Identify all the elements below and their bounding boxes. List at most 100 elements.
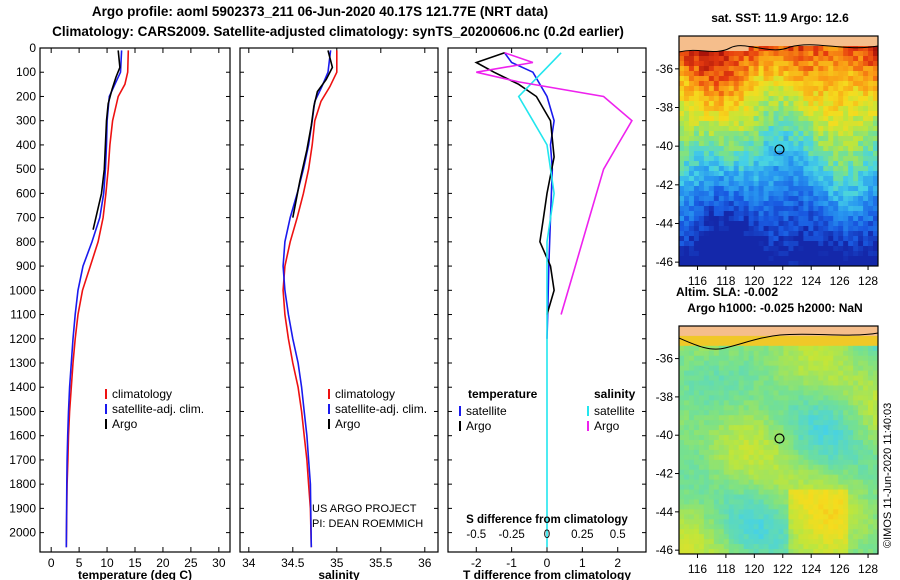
sst_map-cell (863, 76, 869, 82)
sst_map-cell (768, 226, 775, 232)
sla_map-cell (793, 494, 799, 501)
sla_map-cell (793, 385, 799, 392)
sla_map-cell (753, 430, 760, 436)
sla_map-cell (858, 504, 864, 510)
sla_map-cell (853, 459, 859, 466)
sst_map-cell (679, 191, 685, 197)
difference-legend-label: Argo (466, 419, 492, 433)
sla_map-cell (763, 440, 770, 446)
sla_map-cell (813, 365, 819, 372)
sst_map-cell (708, 216, 715, 222)
sla_map-cell (773, 494, 780, 501)
sst_map-cell (788, 116, 795, 122)
sst_map-cell (803, 126, 809, 132)
sst_map-cell (713, 56, 720, 62)
sst_map-cell (853, 136, 859, 142)
sst_map-cell (738, 236, 745, 242)
sla_map-cell (858, 459, 864, 466)
sst_map-cell (788, 121, 795, 127)
sst_map-cell (693, 41, 700, 47)
sla_map-cell (848, 435, 854, 441)
sla_map-cell (733, 474, 740, 481)
sla_map-cell (803, 345, 809, 352)
sst_map-cell (853, 146, 859, 152)
sst_map-cell (873, 81, 878, 87)
sla_map-cell (848, 405, 854, 411)
sla_map-cell (838, 370, 844, 377)
sla_map-cell (718, 435, 725, 441)
sst_map-cell (738, 201, 745, 207)
sla_map-cell (843, 529, 849, 535)
sla_map-cell (698, 474, 705, 481)
sst_map-cell (738, 166, 745, 172)
sla_map-cell (758, 360, 765, 367)
sla_map-cell (823, 370, 829, 377)
sla_map-cell (823, 440, 829, 446)
sla_map-cell (853, 390, 859, 396)
sst_map-cell (728, 236, 735, 242)
sst_map-cell (863, 241, 869, 247)
sst_map-cell (803, 211, 809, 217)
sst_map-cell (863, 116, 869, 122)
sst_map-cell (783, 36, 790, 42)
sla_map-cell (823, 534, 829, 540)
sst_map-cell (803, 236, 809, 242)
sst_map-cell (768, 176, 775, 182)
sla_map-cell (753, 326, 760, 332)
sla_map-cell (703, 524, 710, 530)
sst_map-cell (828, 251, 834, 257)
sst_map-cell (743, 256, 750, 262)
sla_map-cell (808, 514, 814, 520)
sst_map-cell (843, 171, 849, 177)
sla_map-cell (728, 539, 735, 545)
sst_map-cell (818, 251, 824, 257)
sst_map-cell (748, 86, 755, 92)
sla_map-cell (679, 524, 685, 530)
sst_map-cell (823, 161, 829, 167)
sst_map-cell (763, 106, 770, 112)
sla_map-cell (683, 365, 690, 372)
sla_map-cell (778, 395, 785, 401)
sst_map-cell (858, 236, 864, 242)
sla_map-cell (773, 514, 780, 520)
sst_map-cell (763, 191, 770, 197)
sst_map-cell (783, 161, 790, 167)
sla_map-cell (753, 449, 760, 456)
sst_map-cell (723, 131, 730, 137)
sla_map-cell (828, 489, 834, 496)
sst_map-cell (808, 246, 814, 252)
sst_map-cell (753, 191, 760, 197)
sst_map-cell (703, 226, 710, 232)
sla_map-cell (838, 360, 844, 367)
sst_map-cell (823, 196, 829, 202)
sst_map-cell (703, 251, 710, 257)
sst_map-cell (758, 191, 765, 197)
sst_map-cell (728, 256, 735, 262)
sst_map-cell (713, 131, 720, 137)
sst_map-cell (753, 116, 760, 122)
sla_map-cell (728, 509, 735, 515)
sst_map-cell (743, 166, 750, 172)
sla_map-cell (748, 474, 755, 481)
sst_map-cell (863, 136, 869, 142)
sla_map-cell (763, 415, 770, 421)
sst_map-cell (713, 146, 720, 152)
sla_map-cell (728, 454, 735, 461)
sla_map-cell (853, 340, 859, 347)
sst_map-cell (873, 86, 878, 92)
sst_map-cell (753, 206, 760, 212)
sst_map-cell (743, 71, 750, 77)
sst_map-cell (728, 41, 735, 47)
sst_map-cell (713, 111, 720, 117)
sst_map-cell (818, 211, 824, 217)
sla_map-cell (703, 326, 710, 332)
sst_map-cell (718, 111, 725, 117)
sst_map-cell (708, 141, 715, 147)
sla_map-cell (803, 444, 809, 451)
sla_map-cell (778, 345, 785, 352)
sla_map-cell (833, 425, 839, 431)
sla_map-cell (818, 355, 824, 362)
sst_map-cell (843, 256, 849, 262)
sla_map-cell (823, 385, 829, 392)
sla_map-cell (733, 400, 740, 406)
